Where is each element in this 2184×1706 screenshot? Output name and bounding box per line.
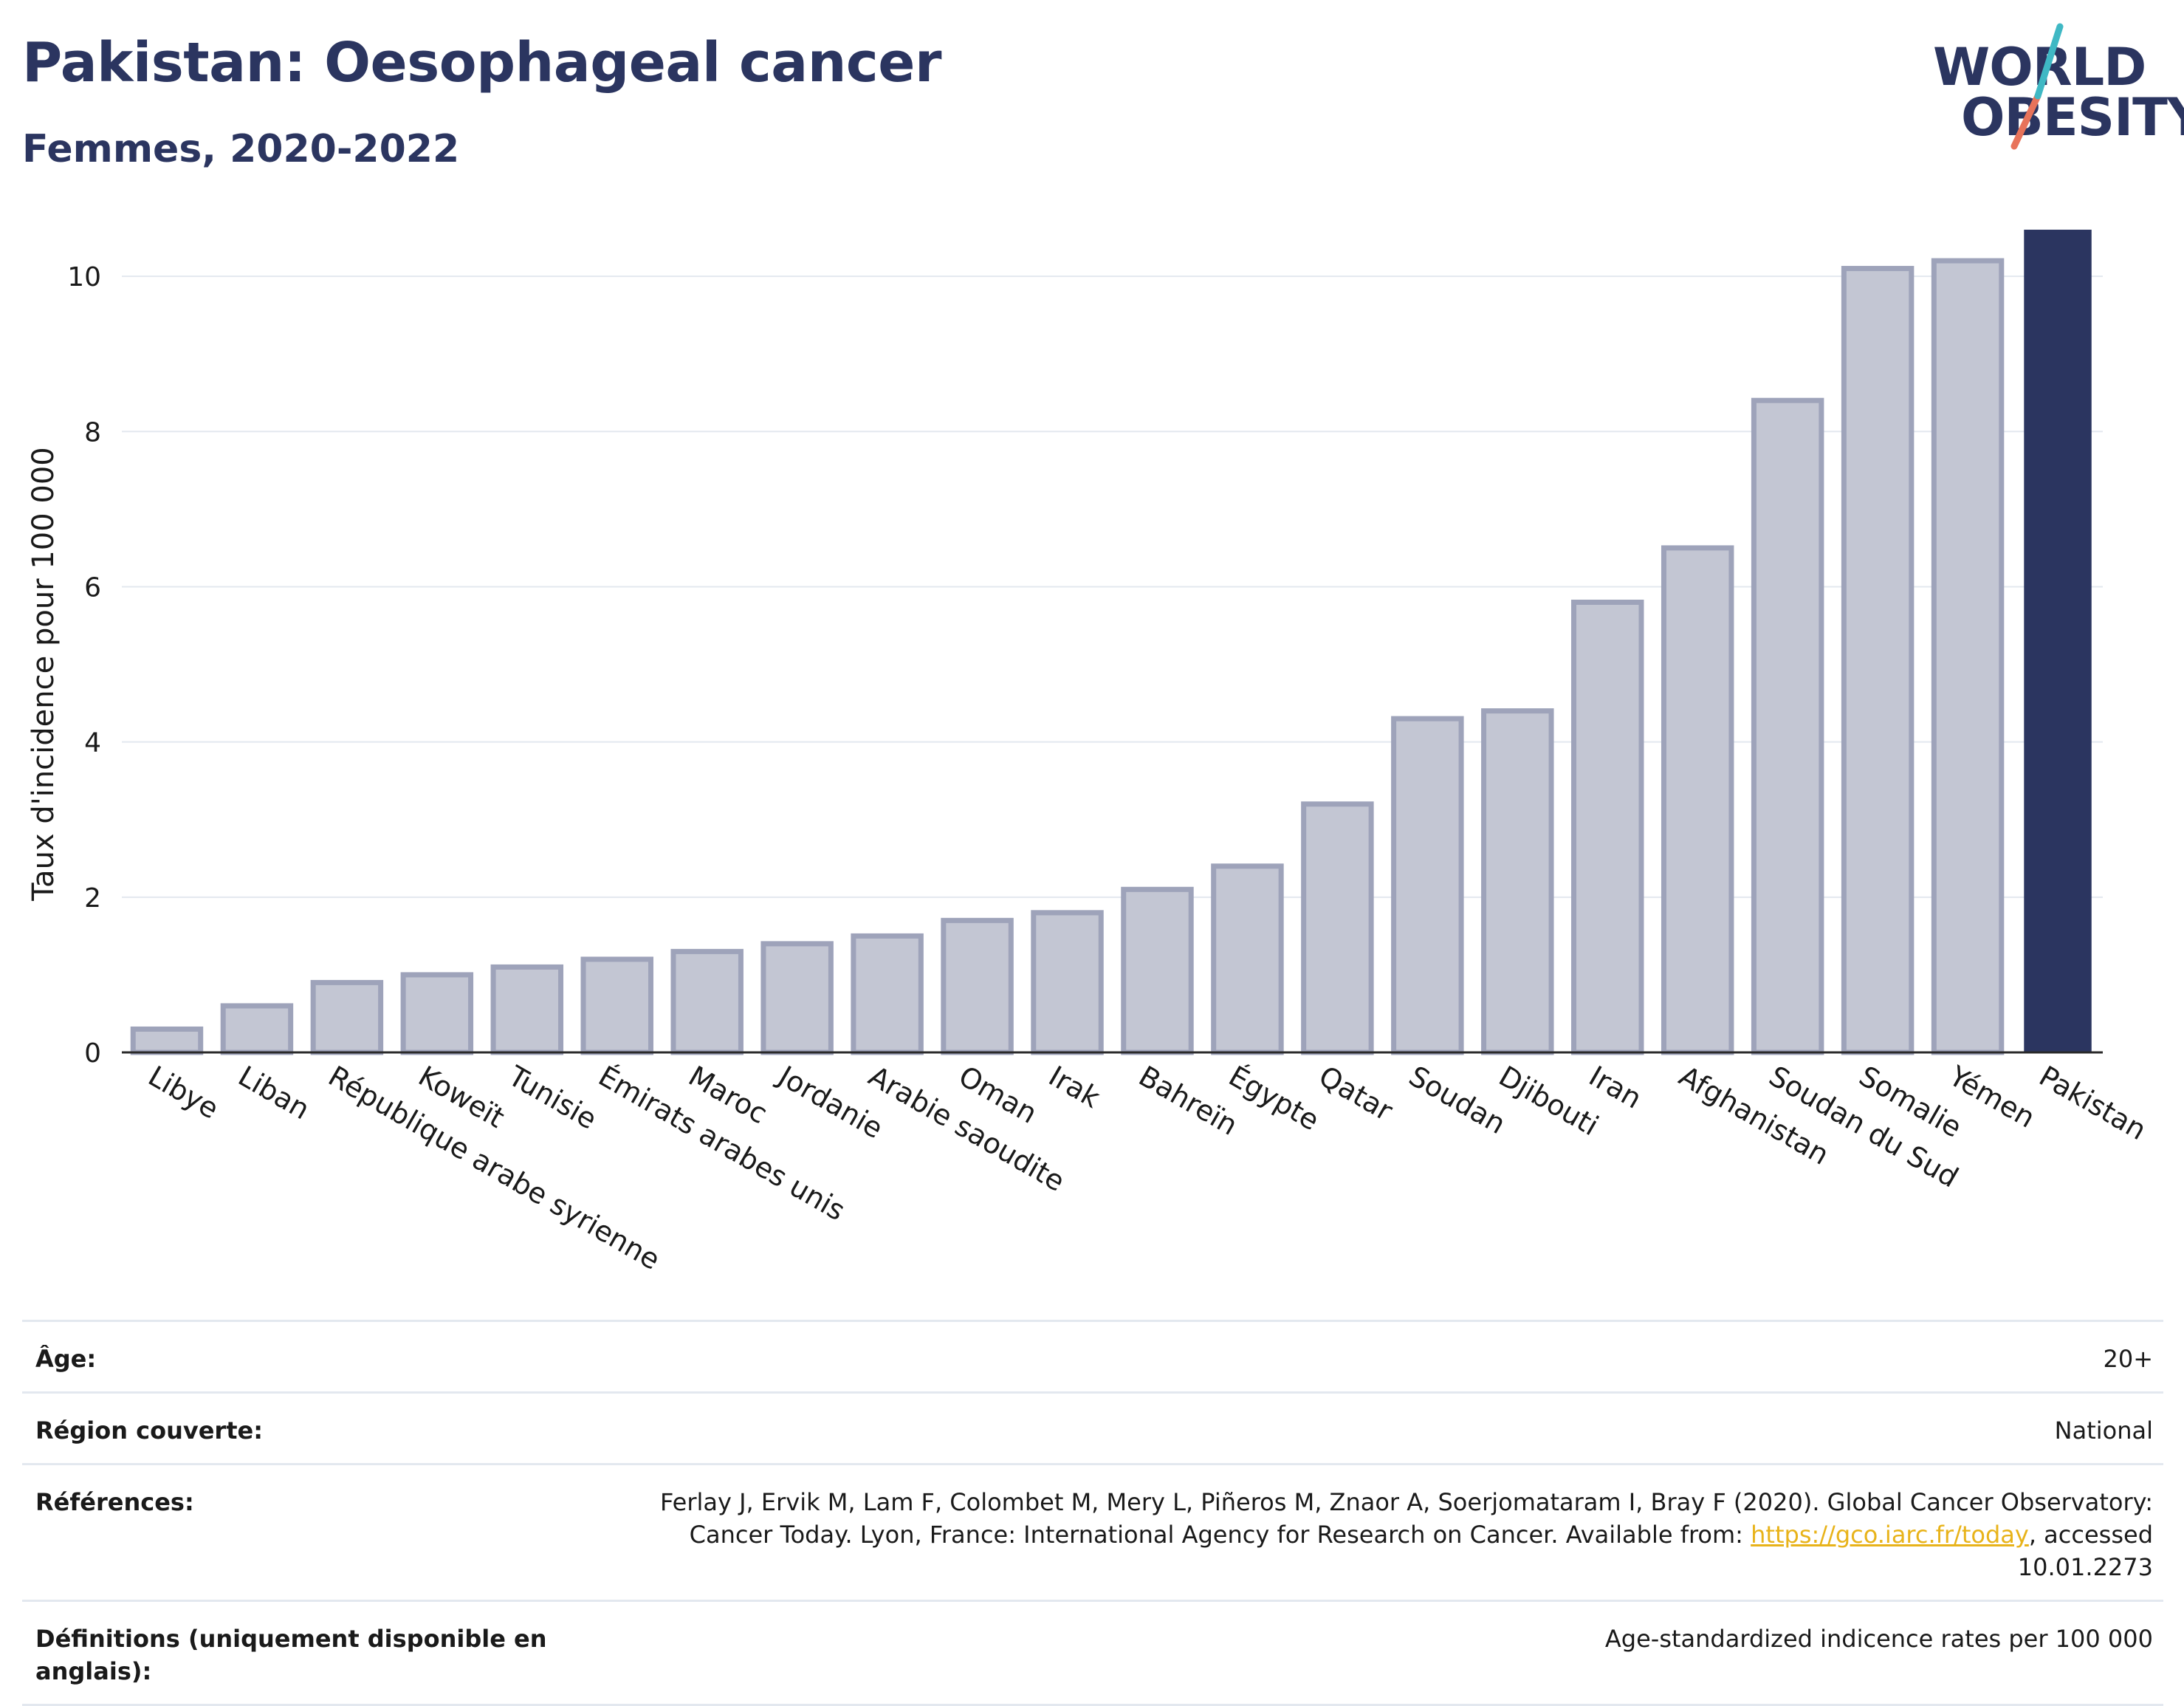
bar xyxy=(1661,545,1734,1055)
references-text: Ferlay J, Ervik M, Lam F, Colombet M, Me… xyxy=(660,1488,2153,1549)
page-title: Pakistan: Oesophageal cancer xyxy=(22,31,941,95)
x-tick-label: Tunisie xyxy=(502,1059,602,1136)
page-subtitle: Femmes, 2020-2022 xyxy=(22,127,460,171)
references-link[interactable]: https://gco.iarc.fr/today xyxy=(1751,1521,2029,1549)
age-label: Âge: xyxy=(35,1345,97,1373)
bar xyxy=(490,964,564,1055)
y-tick-label: 6 xyxy=(84,572,101,603)
bar xyxy=(400,972,474,1055)
x-tick-label: Afghanistan xyxy=(1674,1060,1835,1171)
bar xyxy=(670,948,744,1055)
bar xyxy=(1391,716,1464,1055)
region-label: Région couverte: xyxy=(35,1416,263,1445)
x-tick-label: Pakistan xyxy=(2034,1060,2152,1147)
x-tick-label: Iran xyxy=(1584,1060,1647,1115)
x-tick-label: Libye xyxy=(142,1060,224,1126)
bar xyxy=(130,1026,204,1055)
y-tick-label: 0 xyxy=(84,1038,101,1069)
x-tick-label: Jordanie xyxy=(772,1059,888,1145)
y-tick-label: 4 xyxy=(84,728,101,758)
x-tick-label: Djibouti xyxy=(1494,1060,1604,1143)
x-tick-label: Bahreïn xyxy=(1133,1060,1243,1142)
bar-chart: 0 2 4 6 8 10 Taux d'incidence pour 100 000 Liby… xyxy=(27,230,2152,1276)
bar xyxy=(2024,230,2092,1052)
info-row-age: Âge: 20+ xyxy=(22,1320,2163,1391)
x-tick-label: Qatar xyxy=(1314,1060,1398,1128)
references-label: Références: xyxy=(35,1488,194,1516)
info-table: Âge: 20+ Région couverte: National Référ… xyxy=(22,1320,2163,1706)
x-tick-label: Soudan xyxy=(1404,1060,1511,1141)
y-tick-label: 8 xyxy=(84,417,101,448)
logo-slash-icon xyxy=(2010,23,2064,150)
info-row-definitions: Définitions (uniquement disponible en an… xyxy=(22,1600,2163,1706)
bar xyxy=(220,1003,294,1055)
bar xyxy=(580,956,653,1055)
bar xyxy=(760,941,834,1055)
bar xyxy=(1031,910,1104,1055)
bar xyxy=(941,917,1014,1055)
info-row-references: Références: Ferlay J, Ervik M, Lam F, Co… xyxy=(22,1463,2163,1600)
age-value: 20+ xyxy=(2103,1345,2153,1373)
x-tick-label: Liban xyxy=(233,1060,315,1126)
bar xyxy=(1751,397,1824,1055)
references-value: Ferlay J, Ervik M, Lam F, Colombet M, Me… xyxy=(588,1486,2153,1583)
bar xyxy=(1211,863,1284,1055)
bar xyxy=(1481,708,1554,1055)
references-accessed: , accessed 10.01.2273 xyxy=(2017,1521,2153,1581)
bar xyxy=(1841,266,1915,1055)
info-row-region: Région couverte: National xyxy=(22,1391,2163,1463)
x-tick-label: Égypte xyxy=(1223,1060,1325,1137)
bar xyxy=(1301,801,1374,1055)
x-tick-label: Irak xyxy=(1043,1060,1105,1114)
bar xyxy=(1931,258,2005,1055)
bar xyxy=(310,979,384,1055)
y-tick-label: 2 xyxy=(84,883,101,914)
logo-line-2: OBESITY xyxy=(1961,87,2184,148)
region-value: National xyxy=(2054,1416,2153,1445)
definitions-label: Définitions (uniquement disponible en an… xyxy=(35,1625,547,1685)
definitions-value: Age-standardized indicence rates per 100… xyxy=(1604,1625,2153,1653)
world-obesity-logo: WORLD OBESITY xyxy=(1927,22,2184,155)
bar xyxy=(851,933,924,1055)
y-axis-label: Taux d'incidence pour 100 000 xyxy=(27,447,61,901)
bar xyxy=(1121,886,1194,1055)
y-tick-label: 10 xyxy=(67,262,101,292)
bar xyxy=(1571,599,1644,1055)
